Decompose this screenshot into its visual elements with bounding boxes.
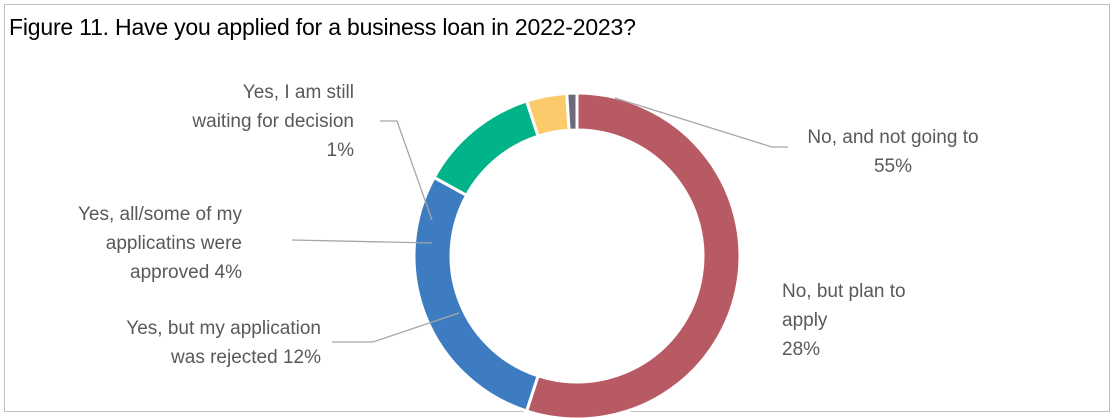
slice-label-line: 1% <box>327 140 355 161</box>
slice-label-5: Yes, I am still waiting for decision 1% <box>191 82 354 161</box>
slice-label-line: No, but plan to <box>782 281 906 302</box>
slice-label-line: Yes, all/some of my <box>78 204 243 225</box>
leader-line-1 <box>614 97 788 148</box>
slice-label-2: No, but plan to apply 28% <box>782 281 906 360</box>
slice-5 <box>565 91 579 132</box>
slice-label-4: Yes, all/some of my applicatins were appro… <box>78 204 243 283</box>
leader-line-4 <box>291 239 433 244</box>
leader-line-5 <box>380 120 433 221</box>
slice-label-line: No, and not going to <box>807 127 978 148</box>
chart-title: Figure 11. Have you applied for a busine… <box>9 14 636 40</box>
slice-label-3: Yes, but my application was rejected 12% <box>126 318 321 368</box>
slice-2 <box>412 175 540 413</box>
slice-label-line: approved 4% <box>130 262 242 283</box>
slice-label-line: Yes, I am still <box>243 82 354 103</box>
slice-label-line: was rejected 12% <box>170 347 321 368</box>
slice-label-line: waiting for decision <box>191 111 354 132</box>
slice-label-1: No, and not going to 55% <box>807 127 978 177</box>
slice-3 <box>432 99 540 198</box>
slice-label-line: applicatins were <box>106 233 242 254</box>
slice-label-line: Yes, but my application <box>126 318 321 339</box>
slice-1 <box>524 91 742 418</box>
slice-label-line: 55% <box>874 156 912 177</box>
leader-line-3 <box>332 312 460 343</box>
slice-label-line: 28% <box>782 339 820 360</box>
chart-frame <box>4 4 1110 412</box>
slice-label-line: apply <box>782 310 828 331</box>
